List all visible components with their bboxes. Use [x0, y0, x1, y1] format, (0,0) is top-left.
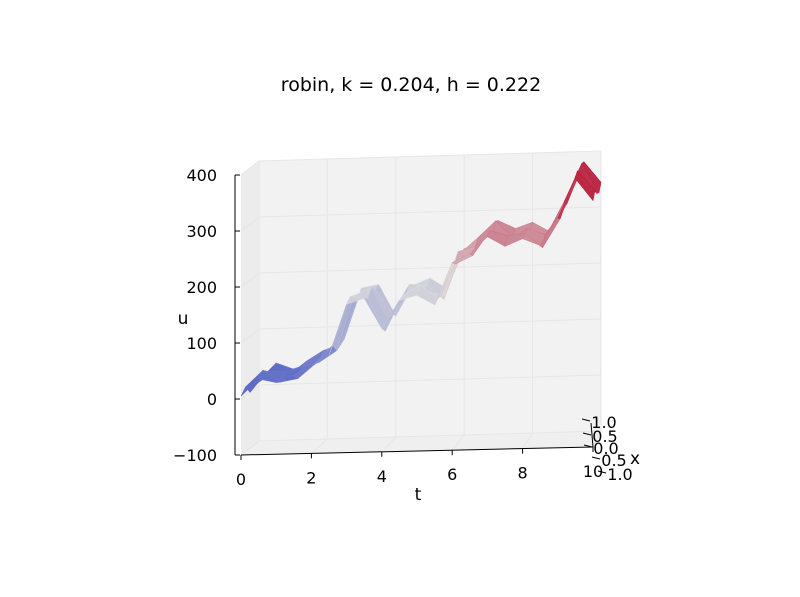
grid-line: [381, 436, 397, 453]
x-tick-mark: [582, 432, 592, 436]
u-tick-label: 0: [207, 390, 217, 409]
u-tick-label: 100: [186, 334, 217, 353]
surface-mesh: [240, 161, 602, 397]
x-axis-label: t: [415, 485, 422, 505]
x-axis-line: [590, 422, 594, 448]
x-axis-ticks: 1.00.50.00.51.0: [581, 413, 633, 484]
u-tick-label: −100: [173, 446, 217, 465]
grid-line: [258, 262, 602, 274]
x-tick-label: 0.5: [592, 427, 617, 446]
x-tick-mark: [583, 444, 593, 448]
u-tick-label: 400: [186, 166, 217, 185]
x-tick-mark: [591, 456, 601, 460]
u-tick-label: 300: [186, 222, 217, 241]
grid-line: [258, 374, 602, 386]
x-tick-label: 0.0: [593, 439, 618, 458]
t-axis-line: [240, 446, 594, 456]
surface-patch: [575, 170, 596, 202]
t-tick-label: 4: [377, 467, 387, 486]
grid-line: [240, 440, 260, 456]
x-tick-label: 0.5: [601, 451, 626, 470]
t-tick-label: 6: [447, 465, 457, 484]
y-axis-label: x: [630, 449, 640, 469]
t-tick-label: 8: [518, 464, 528, 483]
u-axis-ticks: 400 300 200 100 0 −100: [173, 166, 240, 465]
grid-line: [240, 272, 260, 288]
grid-line: [258, 150, 602, 162]
t-tick-label: 0: [236, 470, 246, 489]
grid-line: [258, 206, 602, 218]
axis-panes: [241, 151, 601, 455]
grid-line: [311, 438, 328, 454]
t-axis-ticks: 0 2 4 6 8 10: [236, 447, 603, 489]
side-pane: [241, 161, 259, 455]
axis-lines: [234, 175, 594, 456]
grid-line: [240, 160, 260, 176]
grid-line: [592, 430, 602, 448]
grid-line: [240, 216, 260, 232]
grid-line: [258, 318, 602, 330]
t-tick-label: 2: [306, 468, 316, 487]
t-tick-label: 10: [583, 462, 603, 481]
grid-line: [240, 328, 260, 344]
z-axis-label: u: [178, 309, 189, 329]
chart-title: robin, k = 0.204, h = 0.222: [281, 74, 541, 96]
x-tick-label: 1.0: [607, 465, 632, 484]
grid-lines: [240, 150, 602, 456]
u-tick-label: 200: [186, 278, 217, 297]
floor-pane: [241, 431, 601, 455]
x-tick-label: 1.0: [591, 413, 616, 432]
x-tick-mark: [597, 470, 607, 474]
grid-line: [451, 434, 465, 451]
x-tick-mark: [581, 418, 591, 422]
grid-line: [522, 432, 534, 449]
grid-line: [258, 430, 602, 442]
